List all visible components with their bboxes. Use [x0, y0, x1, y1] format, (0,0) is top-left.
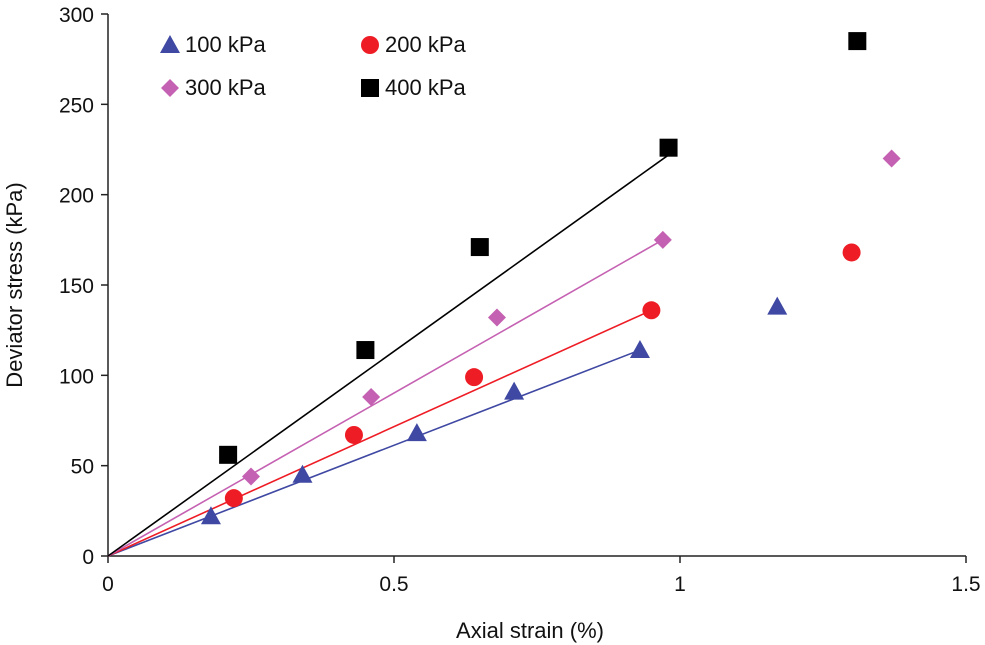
- y-tick-label: 250: [59, 94, 94, 117]
- data-point-series-1: [465, 368, 484, 387]
- x-ticks: 0 0.5 1 1.5: [102, 556, 981, 596]
- legend-label-100: 100 kPa: [185, 32, 266, 57]
- legend-marker-100-triangle: [160, 35, 180, 53]
- data-point-series-2: [487, 308, 506, 327]
- data-point-series-3: [356, 341, 375, 360]
- fit-line-series-2: [107, 239, 664, 557]
- legend-marker-shape: [361, 36, 379, 54]
- data-point-series-3: [848, 32, 867, 51]
- data-point-series-2: [653, 230, 672, 249]
- x-tick-label: 0: [102, 573, 114, 596]
- legend-label-400: 400 kPa: [385, 75, 466, 100]
- x-tick-label: 1.5: [951, 573, 980, 596]
- legend-label-300: 300 kPa: [185, 75, 266, 100]
- legend-item-400: 400 kPa: [361, 75, 466, 100]
- x-tick-label: 0.5: [379, 573, 408, 596]
- data-point-series-1: [344, 425, 363, 444]
- legend-marker-shape: [160, 35, 180, 53]
- legend-marker-shape: [161, 79, 179, 97]
- data-point-series-0: [629, 340, 650, 359]
- data-point-series-2: [882, 149, 901, 168]
- legend-marker-shape: [361, 79, 379, 97]
- y-tick-label: 100: [59, 365, 94, 388]
- y-tick-label: 50: [71, 456, 94, 479]
- data-point-series-3: [659, 138, 678, 157]
- fit-line-series-1: [107, 309, 652, 557]
- legend-item-200: 200 kPa: [361, 32, 466, 57]
- data-point-series-1: [842, 243, 861, 262]
- legend-marker-400-square: [361, 79, 379, 97]
- data-point-series-0: [200, 506, 221, 525]
- legend-label-200: 200 kPa: [385, 32, 466, 57]
- x-tick-label: 1: [674, 573, 686, 596]
- data-point-series-0: [292, 464, 313, 483]
- data-point-series-3: [219, 445, 238, 464]
- fit-lines: [107, 154, 670, 557]
- legend: 100 kPa 200 kPa 300 kPa 400 kPa: [160, 32, 466, 100]
- fit-line-series-0: [107, 349, 641, 557]
- data-point-series-0: [406, 423, 427, 442]
- y-tick-label: 0: [82, 546, 94, 569]
- data-point-series-1: [224, 489, 243, 508]
- data-point-series-2: [242, 467, 260, 486]
- legend-item-100: 100 kPa: [160, 32, 266, 57]
- data-point-series-1: [642, 301, 661, 320]
- data-point-series-3: [470, 238, 489, 257]
- data-point-series-0: [767, 296, 788, 315]
- legend-marker-200-circle: [361, 36, 379, 54]
- legend-marker-300-diamond: [161, 79, 179, 97]
- y-tick-label: 150: [59, 275, 94, 298]
- fit-line-series-3: [107, 154, 670, 557]
- legend-item-300: 300 kPa: [161, 75, 266, 100]
- x-axis-title: Axial strain (%): [456, 618, 604, 643]
- data-point-series-2: [362, 388, 381, 407]
- data-points: [200, 32, 901, 525]
- data-point-series-0: [504, 381, 525, 400]
- y-axis-title: Deviator stress (kPa): [2, 182, 27, 387]
- y-tick-label: 200: [59, 185, 94, 208]
- y-tick-label: 300: [59, 4, 94, 27]
- y-ticks: 0 50 100 150 200 250 300: [59, 4, 108, 569]
